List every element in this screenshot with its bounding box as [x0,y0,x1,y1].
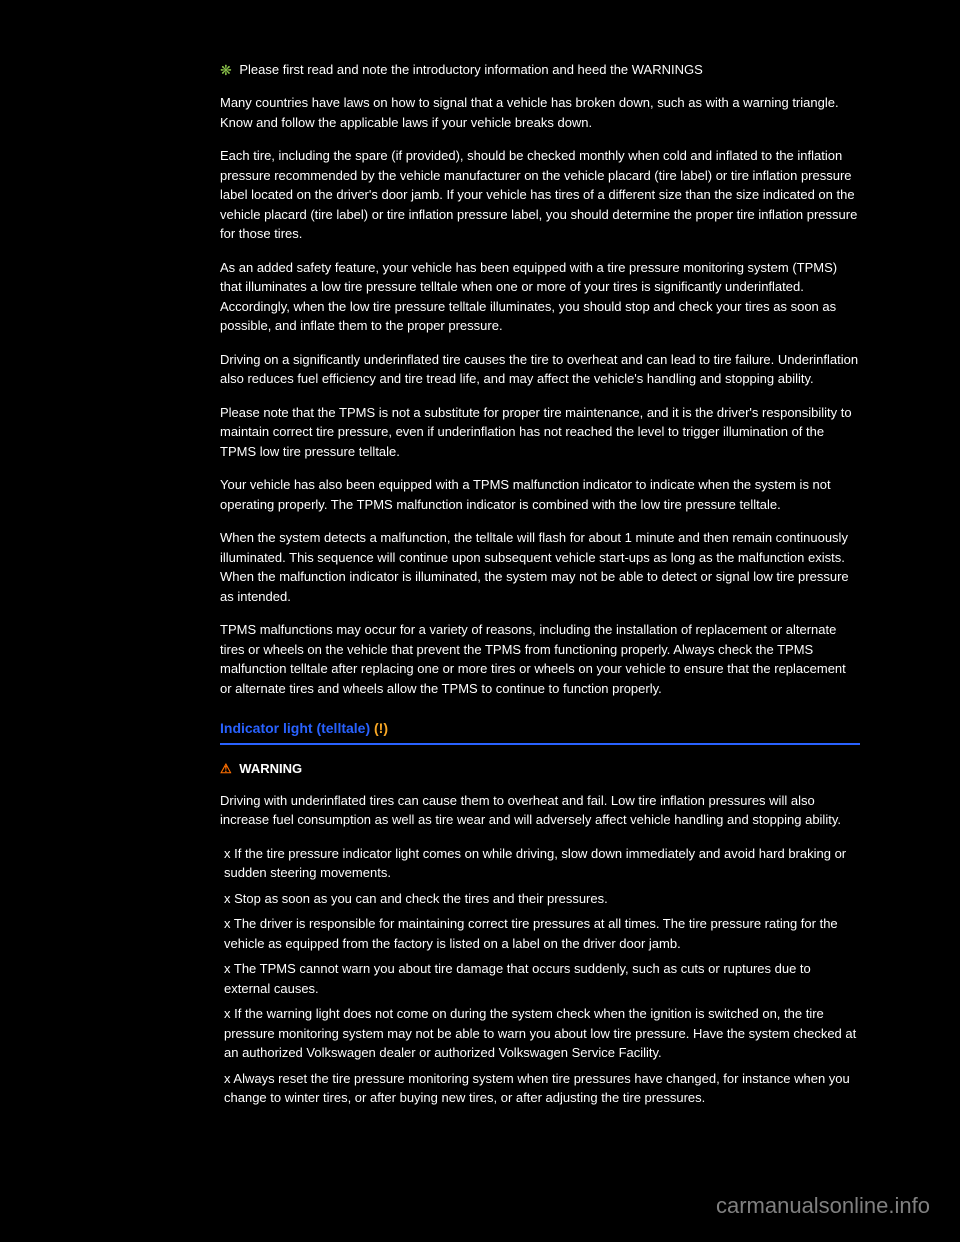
warning-label: ⚠ WARNING [220,759,860,779]
intro-link[interactable]: Please first read and note the introduct… [239,62,702,77]
paragraph-malfunction-reasons: TPMS malfunctions may occur for a variet… [220,620,860,698]
paragraph-tpms-feature: As an added safety feature, your vehicle… [220,258,860,336]
warning-bullet-4: x The TPMS cannot warn you about tire da… [220,959,860,998]
paragraph-law: Many countries have laws on how to signa… [220,93,860,132]
paragraph-malfunction-detect: When the system detects a malfunction, t… [220,528,860,606]
warning-bullet-2: x Stop as soon as you can and check the … [220,889,860,909]
warning-bullet-1: x If the tire pressure indicator light c… [220,844,860,883]
warning-bullet-6: x Always reset the tire pressure monitor… [220,1069,860,1108]
indicator-light-heading: Indicator light (telltale) (!) [220,718,860,745]
flower-icon: ❋ [220,60,232,81]
paragraph-underinflated: Driving on a significantly underinflated… [220,350,860,389]
paragraph-monthly-check: Each tire, including the spare (if provi… [220,146,860,244]
warning-label-text: WARNING [239,761,302,776]
paragraph-malfunction-indicator: Your vehicle has also been equipped with… [220,475,860,514]
warning-bullet-5: x If the warning light does not come on … [220,1004,860,1063]
intro-section: ❋ Please first read and note the introdu… [220,60,860,81]
warning-bullet-3: x The driver is responsible for maintain… [220,914,860,953]
tpms-icon: (!) [374,720,388,736]
heading-text: Indicator light (telltale) [220,720,374,736]
warning-intro: Driving with underinflated tires can cau… [220,791,860,830]
watermark: carmanualsonline.info [716,1189,930,1222]
warning-triangle-icon: ⚠ [220,761,232,776]
paragraph-not-substitute: Please note that the TPMS is not a subst… [220,403,860,462]
